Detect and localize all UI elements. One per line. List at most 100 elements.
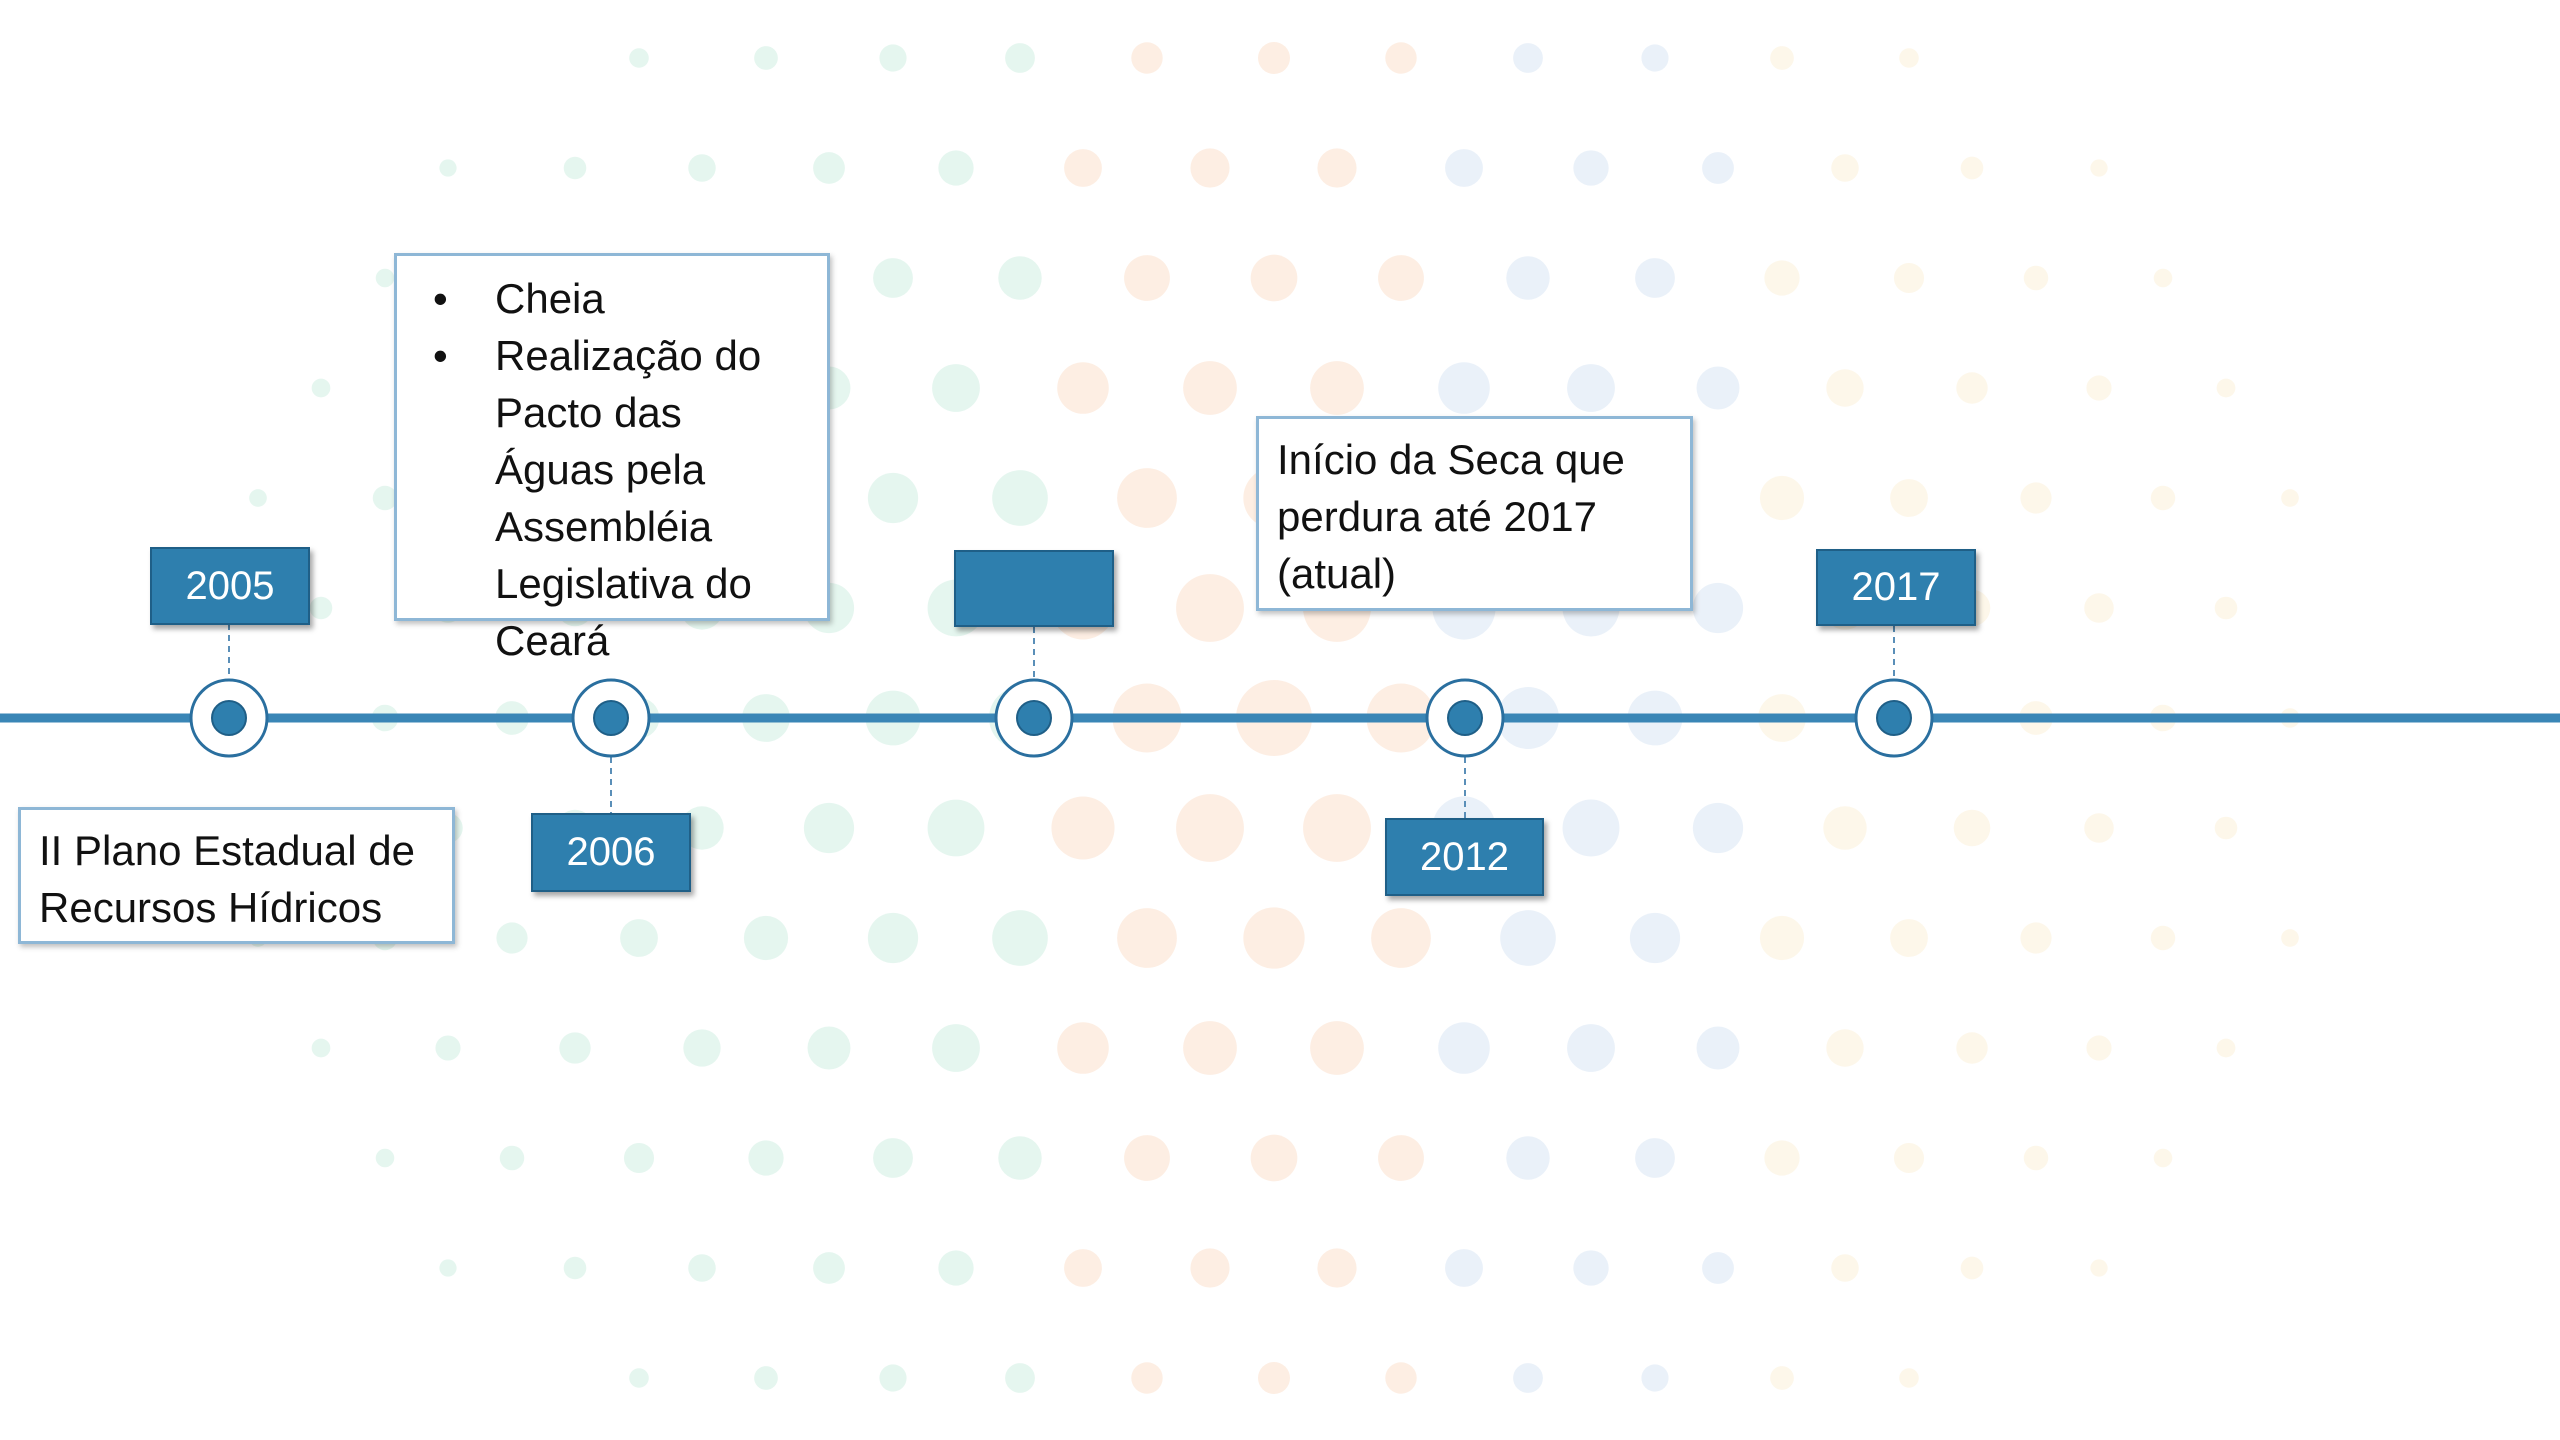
bg-dot <box>1513 1363 1543 1393</box>
bg-dot <box>998 256 1042 300</box>
bg-dot <box>1956 372 1988 404</box>
event-note: II Plano Estadual de Recursos Hídricos <box>18 807 455 944</box>
bg-dot <box>1131 42 1163 74</box>
bg-dot <box>563 1256 587 1280</box>
node-dot <box>211 700 247 736</box>
bg-dot <box>1696 366 1740 410</box>
bg-dot <box>439 159 457 177</box>
node-dot <box>1876 700 1912 736</box>
bg-dot <box>1629 912 1681 964</box>
bg-dot <box>1899 1368 1919 1388</box>
bg-dot <box>754 1366 778 1390</box>
bg-dot <box>867 472 919 524</box>
bg-dot <box>938 150 974 186</box>
bg-dot <box>927 799 985 857</box>
event-note: Início da Seca que perdura até 2017 (atu… <box>1256 416 1693 611</box>
bg-dot <box>2020 922 2052 954</box>
bg-dot <box>1317 1248 1357 1288</box>
bg-dot <box>496 922 528 954</box>
bg-dot <box>311 1038 331 1058</box>
bg-dot <box>1702 152 1734 184</box>
bg-dot <box>1385 42 1417 74</box>
bg-dot <box>1500 910 1556 966</box>
bg-dot <box>311 378 331 398</box>
bg-dot <box>1250 1134 1298 1182</box>
bg-dot <box>1960 156 1984 180</box>
bg-dot <box>743 915 789 961</box>
bg-dot <box>2084 813 2114 843</box>
bg-dot <box>938 1250 974 1286</box>
bg-dot <box>1641 1364 1669 1392</box>
bg-dot <box>1250 254 1298 302</box>
bg-dot <box>879 1364 907 1392</box>
bg-dot <box>992 470 1048 526</box>
bg-dot <box>1953 809 1991 847</box>
bg-dot <box>807 1026 851 1070</box>
bg-dot <box>1831 1254 1859 1282</box>
bg-dot <box>748 1140 784 1176</box>
bg-dot <box>1176 574 1244 642</box>
bg-dot <box>375 268 395 288</box>
bg-dot <box>1764 260 1800 296</box>
bg-dot <box>932 1024 980 1072</box>
bg-dot <box>2150 485 2176 511</box>
bg-dot <box>2281 929 2299 947</box>
bg-dot <box>2090 1259 2108 1277</box>
bg-dot <box>803 802 855 854</box>
bg-dot <box>623 1142 655 1174</box>
bg-dot <box>2216 378 2236 398</box>
year-label: 2006 <box>531 813 691 892</box>
bg-dot <box>932 364 980 412</box>
bg-dot <box>2281 489 2299 507</box>
bg-dot <box>1445 1249 1483 1287</box>
bg-dot <box>1064 149 1102 187</box>
bg-dot <box>2023 1145 2049 1171</box>
bg-dot <box>688 1254 716 1282</box>
bg-dot <box>867 912 919 964</box>
bg-dot <box>873 1138 913 1178</box>
bg-dot <box>620 919 658 957</box>
bg-dot <box>1176 794 1244 862</box>
bg-dot <box>1960 1256 1984 1280</box>
bg-dot <box>2216 1038 2236 1058</box>
bg-dot <box>2084 593 2114 623</box>
bg-dot <box>2214 816 2238 840</box>
bg-dot <box>1124 1135 1170 1181</box>
bg-dot <box>1064 1249 1102 1287</box>
bg-dot <box>1438 1022 1490 1074</box>
bg-dot <box>1378 1135 1424 1181</box>
bg-dot <box>2214 596 2238 620</box>
bg-dot <box>1567 1024 1615 1072</box>
event-note: Cheia Realização do Pacto das Águas pela… <box>394 253 830 664</box>
bg-dot <box>249 489 267 507</box>
bg-dot <box>1183 361 1237 415</box>
bg-dot <box>1890 919 1928 957</box>
note-item: Cheia <box>433 270 809 327</box>
bg-dot <box>1826 369 1864 407</box>
bg-dot <box>375 1148 395 1168</box>
bg-dot <box>1764 1140 1800 1176</box>
bg-dot <box>1317 148 1357 188</box>
bg-dot <box>1310 1021 1364 1075</box>
bg-dot <box>1051 796 1115 860</box>
bg-dot <box>2086 375 2112 401</box>
bg-dot <box>1371 908 1431 968</box>
bg-dot <box>1702 1252 1734 1284</box>
bg-dot <box>873 258 913 298</box>
bg-dot <box>559 1032 591 1064</box>
bg-dot <box>1759 475 1805 521</box>
bg-dot <box>1005 43 1035 73</box>
bg-dot <box>813 1252 845 1284</box>
bg-dot <box>1770 46 1794 70</box>
bg-dot <box>2090 159 2108 177</box>
bg-dot <box>683 1029 721 1067</box>
bg-dot <box>1117 908 1177 968</box>
bg-dot <box>1890 479 1928 517</box>
bg-dot <box>1378 255 1424 301</box>
bg-dot <box>1692 802 1744 854</box>
bg-dot <box>1057 362 1109 414</box>
year-label: 2012 <box>1385 818 1544 896</box>
node-dot <box>1016 700 1052 736</box>
bg-dot <box>439 1259 457 1277</box>
